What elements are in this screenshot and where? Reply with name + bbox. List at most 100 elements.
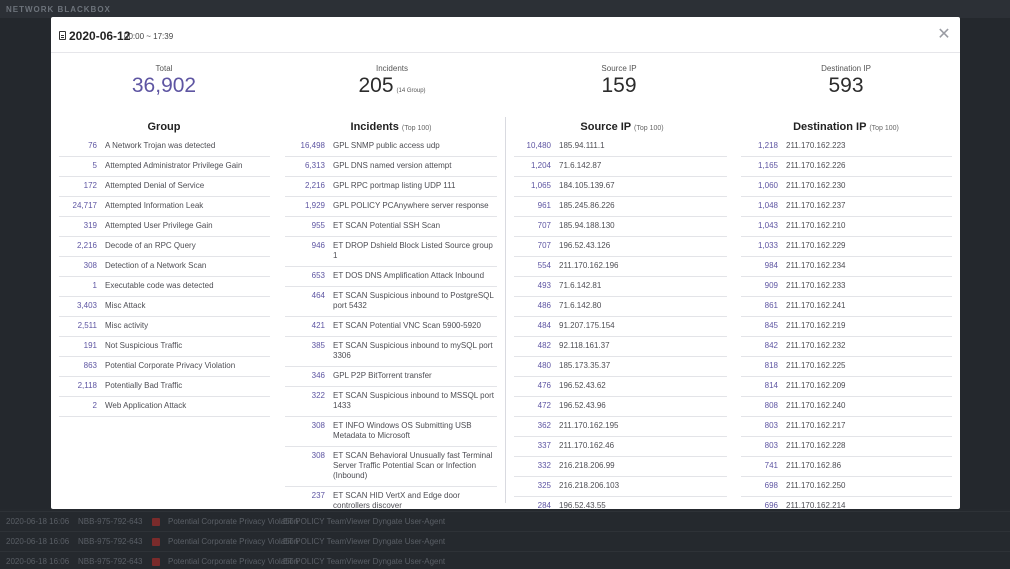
row-count: 484 (537, 321, 551, 330)
row-count: 493 (537, 281, 551, 290)
row-label: 211.170.162.229 (786, 241, 846, 250)
source-ip-row[interactable]: 284 196.52.43.55 (514, 497, 727, 509)
source-ip-row[interactable]: 961 185.245.86.226 (514, 197, 727, 217)
incident-row[interactable]: 322 ET SCAN Suspicious inbound to MSSQL p… (285, 387, 497, 417)
destination-ip-row[interactable]: 909 211.170.162.233 (741, 277, 952, 297)
group-row[interactable]: 76 A Network Trojan was detected (59, 137, 270, 157)
source-ip-row[interactable]: 476 196.52.43.62 (514, 377, 727, 397)
incidents-title-text: Incidents (350, 121, 399, 133)
incident-row[interactable]: 464 ET SCAN Suspicious inbound to Postgre… (285, 287, 497, 317)
source-ip-row[interactable]: 337 211.170.162.46 (514, 437, 727, 457)
row-label: 211.170.162.219 (786, 321, 846, 330)
destination-ip-row[interactable]: 1,043 211.170.162.210 (741, 217, 952, 237)
source-ip-row[interactable]: 480 185.173.35.37 (514, 357, 727, 377)
row-group: Potential Corporate Privacy Violation (168, 517, 299, 526)
row-count: 803 (764, 441, 778, 450)
destination-ip-row[interactable]: 861 211.170.162.241 (741, 297, 952, 317)
row-count: 332 (537, 461, 551, 470)
row-count: 808 (764, 401, 778, 410)
source-ip-row[interactable]: 707 196.52.43.126 (514, 237, 727, 257)
row-label: 211.170.162.209 (786, 381, 846, 390)
incident-row[interactable]: 6,313 GPL DNS named version attempt (285, 157, 497, 177)
row-count: 842 (764, 341, 778, 350)
incident-row[interactable]: 385 ET SCAN Suspicious inbound to mySQL p… (285, 337, 497, 367)
source-ip-row[interactable]: 484 91.207.175.154 (514, 317, 727, 337)
source-ip-row[interactable]: 10,480 185.94.111.1 (514, 137, 727, 157)
table-row[interactable]: 2020-06-18 16:06 NBB-975-792-643 Potenti… (0, 531, 1010, 551)
row-count: 480 (537, 361, 551, 370)
row-label: Potentially Bad Traffic (105, 381, 183, 390)
table-row[interactable]: 2020-06-18 16:06 NBB-975-792-643 Potenti… (0, 551, 1010, 569)
destination-ip-row[interactable]: 1,060 211.170.162.230 (741, 177, 952, 197)
row-count: 2,216 (76, 241, 97, 250)
incident-row[interactable]: 16,498 GPL SNMP public access udp (285, 137, 497, 157)
close-icon[interactable]: ✕ (937, 26, 951, 43)
source-ip-row[interactable]: 325 216.218.206.103 (514, 477, 727, 497)
table-row[interactable]: 2020-06-18 16:06 NBB-975-792-643 Potenti… (0, 511, 1010, 531)
row-label: ET SCAN HID VertX and Edge door controll… (333, 491, 461, 509)
group-row[interactable]: 319 Attempted User Privilege Gain (59, 217, 270, 237)
source-ip-row[interactable]: 707 185.94.188.130 (514, 217, 727, 237)
destination-ip-row[interactable]: 1,048 211.170.162.237 (741, 197, 952, 217)
destination-ip-row[interactable]: 698 211.170.162.250 (741, 477, 952, 497)
row-count: 1 (92, 281, 97, 290)
row-count: 472 (537, 401, 551, 410)
source-ip-row[interactable]: 486 71.6.142.80 (514, 297, 727, 317)
source-ip-row[interactable]: 482 92.118.161.37 (514, 337, 727, 357)
destination-ip-row[interactable]: 696 211.170.162.214 (741, 497, 952, 509)
row-count: 3,403 (76, 301, 97, 310)
group-row[interactable]: 191 Not Suspicious Traffic (59, 337, 270, 357)
group-row[interactable]: 2 Web Application Attack (59, 397, 270, 417)
group-row[interactable]: 308 Detection of a Network Scan (59, 257, 270, 277)
incident-row[interactable]: 421 ET SCAN Potential VNC Scan 5900-5920 (285, 317, 497, 337)
row-label: ET SCAN Potential SSH Scan (333, 221, 441, 230)
group-row[interactable]: 5 Attempted Administrator Privilege Gain (59, 157, 270, 177)
incidents-top100: (Top 100) (401, 125, 432, 132)
stat-incidents-value-wrap: 205 (14 Group) (312, 74, 472, 98)
destination-ip-row[interactable]: 741 211.170.162.86 (741, 457, 952, 477)
group-row[interactable]: 2,216 Decode of an RPC Query (59, 237, 270, 257)
incident-row[interactable]: 346 GPL P2P BitTorrent transfer (285, 367, 497, 387)
stat-destination-value: 593 (828, 74, 864, 97)
row-label: 211.170.162.223 (786, 141, 846, 150)
incident-row[interactable]: 308 ET SCAN Behavioral Unusually fast Ter… (285, 447, 497, 487)
incident-row[interactable]: 955 ET SCAN Potential SSH Scan (285, 217, 497, 237)
source-ip-row[interactable]: 362 211.170.162.195 (514, 417, 727, 437)
source-ip-row[interactable]: 554 211.170.162.196 (514, 257, 727, 277)
row-count: 362 (537, 421, 551, 430)
destination-ip-row[interactable]: 808 211.170.162.240 (741, 397, 952, 417)
destination-ip-row[interactable]: 845 211.170.162.219 (741, 317, 952, 337)
source-ip-row[interactable]: 493 71.6.142.81 (514, 277, 727, 297)
incident-row[interactable]: 653 ET DOS DNS Amplification Attack Inbou… (285, 267, 497, 287)
destination-ip-row[interactable]: 842 211.170.162.232 (741, 337, 952, 357)
destination-ip-row[interactable]: 1,165 211.170.162.226 (741, 157, 952, 177)
destination-ip-row[interactable]: 814 211.170.162.209 (741, 377, 952, 397)
row-label: 211.170.162.86 (786, 461, 842, 470)
destination-ip-row[interactable]: 984 211.170.162.234 (741, 257, 952, 277)
destination-column-title: Destination IP (Top 100) (741, 121, 951, 133)
group-row[interactable]: 2,118 Potentially Bad Traffic (59, 377, 270, 397)
incident-row[interactable]: 237 ET SCAN HID VertX and Edge door contr… (285, 487, 497, 509)
group-row[interactable]: 3,403 Misc Attack (59, 297, 270, 317)
source-ip-row[interactable]: 1,204 71.6.142.87 (514, 157, 727, 177)
group-row[interactable]: 172 Attempted Denial of Service (59, 177, 270, 197)
destination-title-text: Destination IP (793, 121, 867, 133)
source-ip-row[interactable]: 1,065 184.105.139.67 (514, 177, 727, 197)
incident-row[interactable]: 308 ET INFO Windows OS Submitting USB Met… (285, 417, 497, 447)
modal-time-range: 00:00 ~ 17:39 (124, 32, 174, 41)
destination-ip-row[interactable]: 803 211.170.162.228 (741, 437, 952, 457)
row-label: Attempted Information Leak (105, 201, 204, 210)
source-ip-row[interactable]: 332 216.218.206.99 (514, 457, 727, 477)
destination-ip-row[interactable]: 1,218 211.170.162.223 (741, 137, 952, 157)
destination-ip-row[interactable]: 1,033 211.170.162.229 (741, 237, 952, 257)
group-row[interactable]: 24,717 Attempted Information Leak (59, 197, 270, 217)
group-row[interactable]: 2,511 Misc activity (59, 317, 270, 337)
source-ip-row[interactable]: 472 196.52.43.96 (514, 397, 727, 417)
incident-row[interactable]: 1,929 GPL POLICY PCAnywhere server respon… (285, 197, 497, 217)
group-row[interactable]: 1 Executable code was detected (59, 277, 270, 297)
group-row[interactable]: 863 Potential Corporate Privacy Violation (59, 357, 270, 377)
incident-row[interactable]: 946 ET DROP Dshield Block Listed Source g… (285, 237, 497, 267)
destination-ip-row[interactable]: 803 211.170.162.217 (741, 417, 952, 437)
destination-ip-row[interactable]: 818 211.170.162.225 (741, 357, 952, 377)
incident-row[interactable]: 2,216 GPL RPC portmap listing UDP 111 (285, 177, 497, 197)
